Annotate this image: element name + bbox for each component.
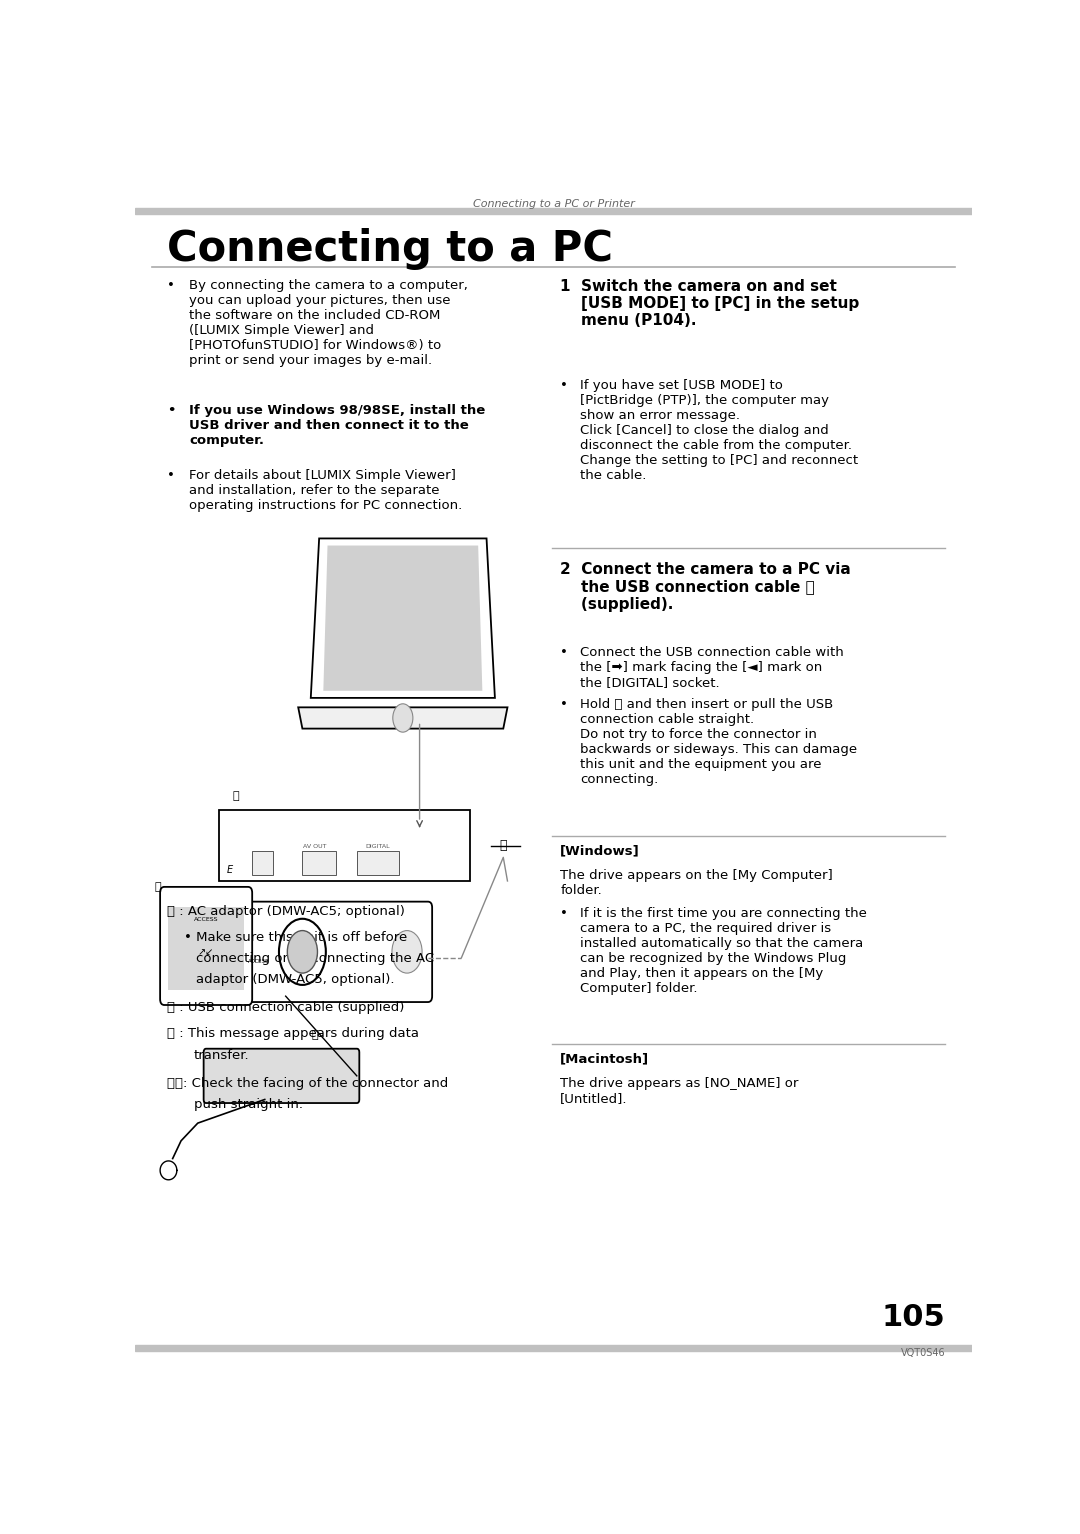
Polygon shape	[323, 546, 483, 690]
Text: The drive appears on the [My Computer]
folder.: The drive appears on the [My Computer] f…	[561, 870, 833, 897]
Text: The drive appears as [NO_NAME] or
[Untitled].: The drive appears as [NO_NAME] or [Untit…	[561, 1077, 798, 1104]
Bar	[135, 1345, 972, 1351]
Text: •: •	[166, 403, 175, 417]
Bar	[168, 907, 244, 989]
Text: Ⓒ: Ⓒ	[154, 882, 161, 891]
Text: ACCESS: ACCESS	[248, 959, 270, 963]
Text: transfer.: transfer.	[193, 1049, 249, 1062]
Text: [Macintosh]: [Macintosh]	[561, 1052, 649, 1065]
Text: •: •	[561, 698, 568, 710]
Text: Ⓑ : USB connection cable (supplied): Ⓑ : USB connection cable (supplied)	[166, 1002, 404, 1014]
Bar	[356, 851, 399, 874]
Text: Connecting to a PC or Printer: Connecting to a PC or Printer	[473, 199, 634, 209]
Text: If you use Windows 98/98SE, install the
USB driver and then connect it to the
co: If you use Windows 98/98SE, install the …	[189, 403, 486, 446]
Circle shape	[287, 931, 318, 973]
Circle shape	[279, 919, 326, 985]
Text: Connecting to a PC: Connecting to a PC	[166, 227, 612, 270]
Text: AV OUT: AV OUT	[303, 844, 327, 850]
Bar	[218, 810, 470, 881]
Polygon shape	[298, 707, 508, 729]
Text: Ⓒ : This message appears during data: Ⓒ : This message appears during data	[166, 1028, 419, 1040]
Text: •: •	[166, 469, 175, 482]
Bar	[135, 209, 972, 215]
Text: If you have set [USB MODE] to
[PictBridge (PTP)], the computer may
show an error: If you have set [USB MODE] to [PictBridg…	[580, 379, 859, 482]
Text: [Windows]: [Windows]	[561, 844, 640, 858]
Text: 1  Switch the camera on and set
    [USB MODE] to [PC] in the setup
    menu (P1: 1 Switch the camera on and set [USB MODE…	[561, 279, 860, 328]
Text: 105: 105	[881, 1304, 945, 1332]
Text: ⒹⒺ: Check the facing of the connector and: ⒹⒺ: Check the facing of the connector an…	[166, 1077, 448, 1091]
Bar	[302, 851, 336, 874]
Text: Ⓐ : AC adaptor (DMW-AC5; optional): Ⓐ : AC adaptor (DMW-AC5; optional)	[166, 905, 405, 917]
Text: adaptor (DMW-AC5, optional).: adaptor (DMW-AC5, optional).	[197, 973, 394, 986]
Text: If it is the first time you are connecting the
camera to a PC, the required driv: If it is the first time you are connecti…	[580, 907, 867, 996]
Text: Connect the USB connection cable with
the [➡] mark facing the [◄] mark on
the [D: Connect the USB connection cable with th…	[580, 646, 845, 689]
Text: For details about [LUMIX Simple Viewer]
and installation, refer to the separate
: For details about [LUMIX Simple Viewer] …	[189, 469, 462, 512]
Text: •: •	[561, 379, 568, 393]
FancyBboxPatch shape	[240, 902, 432, 1002]
Text: •: •	[561, 907, 568, 920]
Text: E: E	[227, 865, 233, 874]
Text: Hold Ⓓ and then insert or pull the USB
connection cable straight.
Do not try to : Hold Ⓓ and then insert or pull the USB c…	[580, 698, 858, 785]
Text: ACCESS: ACCESS	[194, 917, 218, 922]
Text: By connecting the camera to a computer,
you can upload your pictures, then use
t: By connecting the camera to a computer, …	[189, 279, 469, 367]
Text: ↗↙: ↗↙	[198, 946, 214, 957]
Circle shape	[393, 704, 413, 732]
Bar	[253, 851, 273, 874]
FancyBboxPatch shape	[160, 887, 253, 1005]
Text: DIGITAL: DIGITAL	[365, 844, 390, 850]
Text: • Make sure this unit is off before: • Make sure this unit is off before	[184, 931, 407, 943]
Text: ⒳: ⒳	[232, 792, 239, 801]
Text: push straight in.: push straight in.	[193, 1098, 302, 1111]
Text: connecting or disconnecting the AC: connecting or disconnecting the AC	[197, 951, 434, 965]
Text: Ⓑ: Ⓑ	[500, 839, 507, 851]
FancyBboxPatch shape	[204, 1049, 360, 1103]
Text: 2  Connect the camera to a PC via
    the USB connection cable Ⓑ
    (supplied).: 2 Connect the camera to a PC via the USB…	[561, 561, 851, 612]
Circle shape	[392, 931, 422, 973]
Text: VQT0S46: VQT0S46	[901, 1348, 945, 1358]
Polygon shape	[311, 538, 495, 698]
Text: •: •	[166, 279, 175, 291]
Text: •: •	[561, 646, 568, 660]
Text: Ⓐ: Ⓐ	[312, 1029, 319, 1040]
